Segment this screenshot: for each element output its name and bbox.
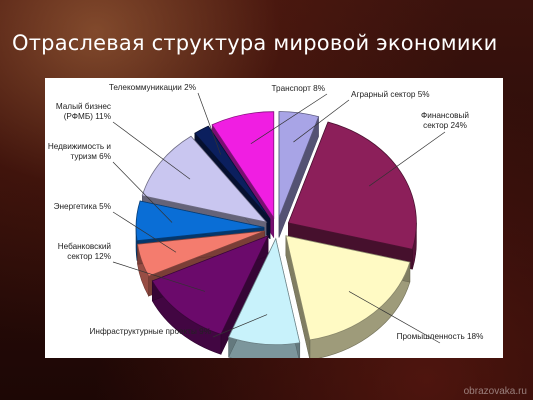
leader-line: [368, 131, 446, 187]
leader-line: [212, 314, 268, 338]
slice-label: Аграрный сектор 5%: [351, 90, 430, 99]
pie-slice-1: [278, 111, 320, 218]
leader-line: [250, 93, 328, 145]
leader-line: [197, 92, 221, 155]
chart-panel: Аграрный сектор 5% Финансовый сектор 24% Пр…: [45, 78, 503, 358]
pie-slice-3: [285, 235, 411, 341]
leader-line: [348, 291, 441, 344]
pie-slice-7: [135, 200, 265, 242]
slice-label: Энергетика 5%: [54, 202, 111, 211]
slice-label: Промышленность 18%: [397, 332, 484, 341]
pie-slice-9: [194, 125, 271, 220]
slice-label: Финансовый сектор 24%: [421, 111, 469, 130]
leader-line: [112, 161, 173, 223]
leader-line: [112, 211, 177, 253]
pie-slice-2: [287, 121, 417, 250]
slice-label: Инфраструктурные проекты 9%: [90, 327, 211, 336]
slice-label: Небанковский сектор 12%: [58, 242, 111, 261]
slide-title: Отраслевая структура мировой экономики: [12, 31, 498, 55]
leader-line: [112, 121, 191, 180]
pie-slice-10: [211, 111, 275, 220]
slice-label: Телекоммуникации 2%: [109, 83, 196, 92]
slice-label: Недвижимость и туризм 6%: [48, 142, 111, 161]
pie-labels: Аграрный сектор 5% Финансовый сектор 24% Пр…: [48, 83, 484, 344]
pie-slice-6: [137, 230, 265, 277]
slice-label: Транспорт 8%: [272, 84, 325, 93]
pie-chart: Аграрный сектор 5% Финансовый сектор 24% Пр…: [48, 83, 484, 358]
watermark: obrazovaka.ru: [463, 386, 527, 397]
leader-line: [112, 261, 206, 292]
pie-slice-4: [228, 237, 301, 345]
leader-line: [293, 99, 350, 143]
pie-slices: [135, 111, 417, 345]
slice-label: Малый бизнес (РФМБ) 11%: [56, 102, 111, 121]
pie-slice-5: [151, 235, 269, 335]
